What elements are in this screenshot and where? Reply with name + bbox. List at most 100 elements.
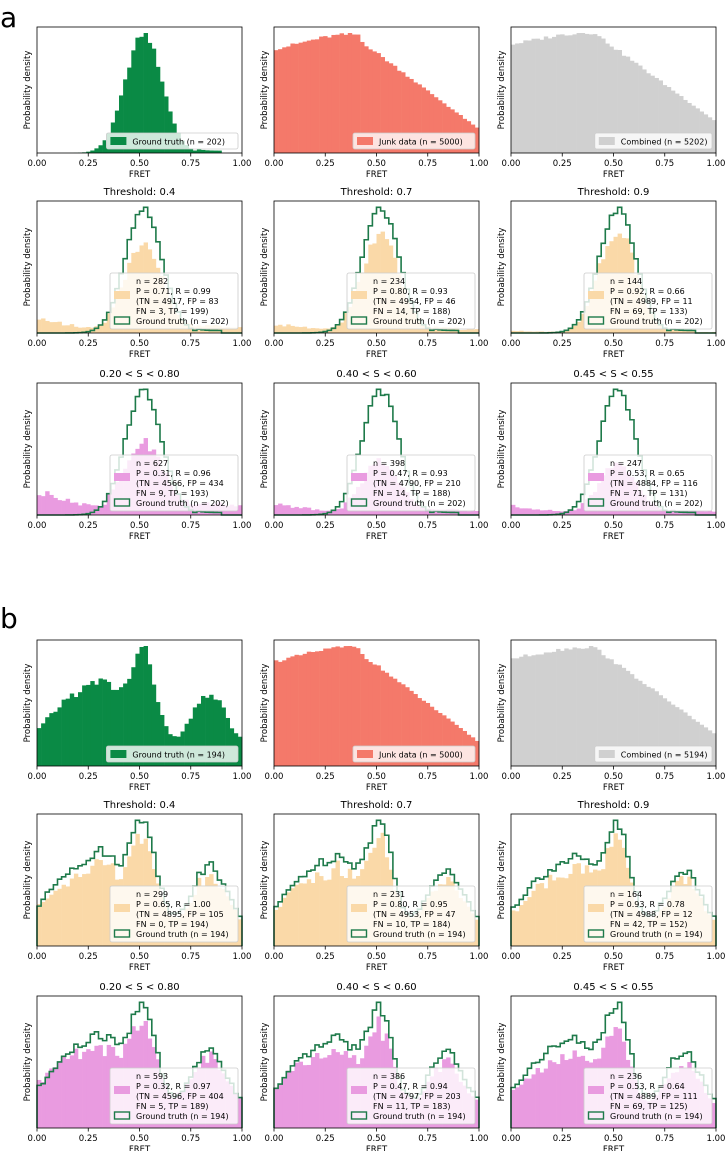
- x-tick-label: 0.25: [316, 339, 335, 349]
- histogram-bar: [699, 724, 704, 766]
- legend-text: n = 398: [373, 459, 405, 468]
- histogram-bar: [315, 328, 320, 333]
- histogram-bar: [433, 97, 439, 153]
- y-axis-label: Probability density: [23, 664, 33, 743]
- histogram-bar: [315, 509, 320, 515]
- x-tick-label: 0.75: [418, 952, 437, 962]
- histogram-bar: [547, 38, 553, 153]
- chart-a32: 0.00 0.25 0.50 0.75 1.00 FRET Probability dens…: [260, 369, 488, 542]
- histogram-bar: [580, 313, 586, 333]
- histogram-bar: [119, 95, 124, 153]
- histogram-bar: [160, 81, 165, 153]
- histogram-bar: [69, 693, 75, 766]
- histogram-bar: [327, 1055, 332, 1128]
- histogram-bar: [102, 679, 107, 766]
- legend-text: (TN = 4954, FP = 46: [373, 297, 456, 306]
- legend-swatch-fill: [114, 473, 130, 481]
- histogram-bar: [388, 63, 394, 153]
- histogram-bar: [196, 703, 202, 766]
- histogram-bar: [343, 34, 349, 154]
- histogram-bar: [372, 51, 377, 153]
- histogram-bar: [376, 53, 381, 154]
- x-tick-label: 0.50: [130, 339, 149, 349]
- histogram-bar: [290, 656, 295, 766]
- legend-text: (TN = 4917, FP = 83: [136, 297, 219, 306]
- histogram-bar: [413, 694, 418, 766]
- histogram-bar: [351, 646, 357, 766]
- histogram-bar: [127, 678, 132, 766]
- x-tick-label: 0.75: [418, 772, 437, 782]
- histogram-bar: [613, 664, 618, 766]
- legend-text: (TN = 4989, FP = 11: [610, 297, 693, 306]
- histogram-bar: [78, 877, 83, 946]
- x-tick-label: 0.50: [367, 339, 386, 349]
- histogram-bar: [474, 511, 480, 515]
- histogram-bar: [155, 702, 161, 766]
- legend-swatch: [110, 750, 127, 758]
- histogram-bar: [646, 73, 651, 153]
- legend-text: Combined (n = 5202): [621, 138, 708, 147]
- legend-box: [352, 132, 476, 150]
- histogram-bar: [683, 99, 688, 153]
- histogram-bar: [282, 326, 287, 333]
- histogram-bar: [515, 1087, 520, 1128]
- x-tick-label: 1.00: [233, 952, 252, 962]
- chart-title: Threshold: 0.4: [103, 187, 176, 198]
- legend-swatch-fill: [588, 904, 604, 912]
- histogram-bar: [527, 1078, 532, 1128]
- legend-text: Ground truth (n = 194): [132, 751, 225, 760]
- legend-text: n = 299: [136, 890, 168, 899]
- histogram-bar: [61, 1056, 66, 1128]
- histogram-bar: [593, 34, 598, 153]
- histogram-bar: [519, 330, 524, 333]
- chart-title: 0.20 < S < 0.80: [99, 982, 179, 993]
- x-tick-label: 0.50: [130, 772, 149, 782]
- legend: Ground truth (n = 202): [106, 132, 239, 150]
- chart-title: 0.40 < S < 0.60: [336, 982, 416, 993]
- histogram-bar: [675, 707, 680, 766]
- x-tick-label: 0.00: [28, 952, 47, 962]
- legend-text: (TN = 4895, FP = 105: [136, 910, 224, 919]
- x-tick-label: 0.25: [79, 772, 98, 782]
- legend-text: n = 282: [136, 277, 168, 286]
- legend-text: (TN = 4566, FP = 434: [136, 479, 224, 488]
- legend-swatch-outline: [587, 316, 605, 325]
- histogram-bar: [462, 510, 467, 515]
- histogram-bar: [319, 510, 324, 515]
- histogram-bar: [576, 508, 581, 515]
- histogram-bar: [572, 325, 577, 333]
- histogram-bar: [143, 33, 148, 153]
- histogram-bar: [683, 329, 688, 333]
- histogram-bar: [306, 651, 312, 766]
- histogram-bar: [41, 723, 46, 766]
- histogram-bar: [164, 96, 169, 153]
- histogram-bar: [327, 879, 332, 946]
- histogram-bar: [282, 505, 287, 515]
- histogram-bar: [274, 660, 279, 766]
- x-axis-label: FRET: [603, 532, 625, 542]
- x-tick-label: 1.00: [470, 521, 489, 531]
- histogram-bar: [286, 1070, 291, 1128]
- histogram-bar: [217, 700, 222, 766]
- x-tick-label: 0.25: [316, 1134, 335, 1144]
- histogram-bar: [188, 148, 194, 153]
- histogram-bar: [298, 1061, 303, 1128]
- x-tick-label: 1.00: [233, 772, 252, 782]
- histogram-bar: [114, 110, 120, 153]
- histogram-bar: [94, 1045, 99, 1128]
- histogram-bar: [380, 670, 385, 766]
- histogram-bar: [69, 502, 75, 515]
- chart-b33: 0.00 0.25 0.50 0.75 1.00 FRET Probability dens…: [497, 982, 725, 1151]
- histogram-bar: [98, 505, 103, 515]
- legend-swatch-fill: [114, 904, 130, 912]
- histogram-bar: [515, 43, 520, 154]
- histogram-bar: [114, 689, 120, 766]
- histogram-bar: [233, 327, 239, 333]
- histogram-bar: [552, 880, 557, 946]
- panel-label-b: b: [0, 602, 18, 635]
- ground-truth-outline: [36, 1001, 243, 1128]
- histogram-bar: [392, 65, 398, 153]
- histogram-bar: [629, 60, 635, 153]
